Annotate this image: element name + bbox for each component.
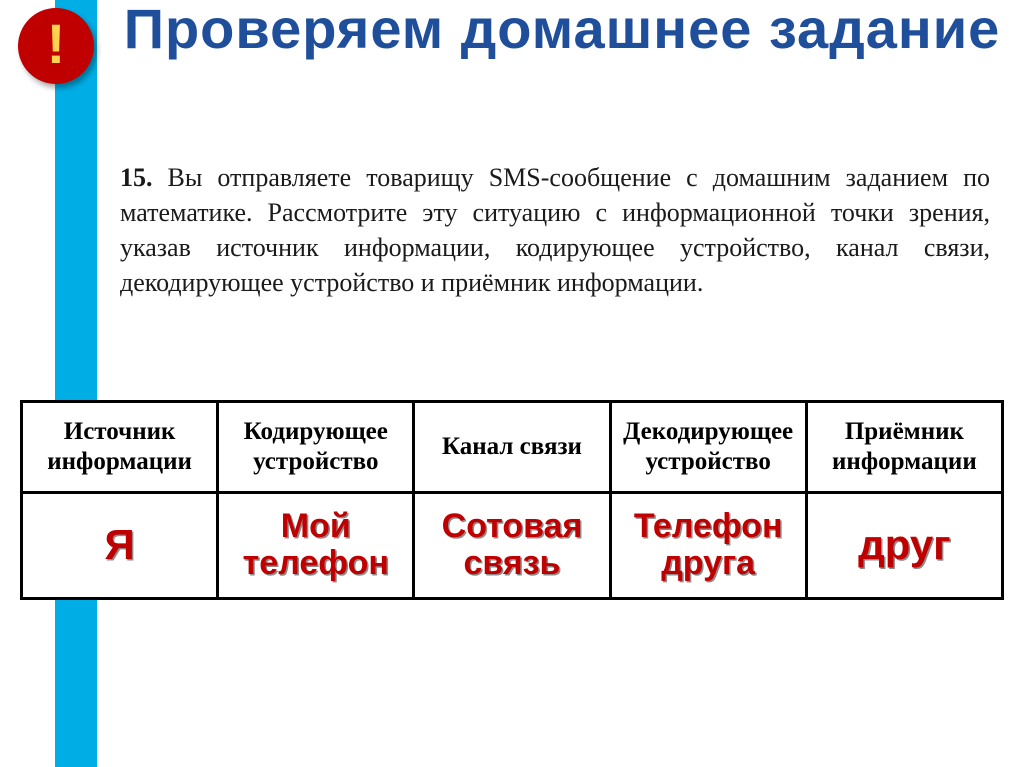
answer-decoder: Телефон друга <box>610 493 806 599</box>
side-stripe <box>55 0 97 767</box>
page-title: Проверяем домашнее задание <box>120 0 1004 59</box>
answer-source: Я <box>22 493 218 599</box>
answer-channel: Сотовая связь <box>414 493 610 599</box>
col-header-source: Источник инфор­мации <box>22 402 218 493</box>
question-number: 15. <box>120 163 153 192</box>
answer-encoder: Мой телефон <box>218 493 414 599</box>
table-answer-row: Я Мой телефон Сотовая связь Телефон друг… <box>22 493 1003 599</box>
col-header-decoder: Декоди­рующее устройство <box>610 402 806 493</box>
answer-receiver: друг <box>806 493 1002 599</box>
answer-table: Источник инфор­мации Коди­рующее устройс… <box>20 400 1004 600</box>
table-header-row: Источник инфор­мации Коди­рующее устройс… <box>22 402 1003 493</box>
alert-badge: ! <box>18 8 94 84</box>
question-block: 15. Вы отправляете товарищу SMS-сообщени… <box>120 160 990 300</box>
col-header-receiver: Приёмник инфор­мации <box>806 402 1002 493</box>
col-header-channel: Канал связи <box>414 402 610 493</box>
col-header-encoder: Коди­рующее устройство <box>218 402 414 493</box>
question-text: Вы отправляете товарищу SMS-сообщение с … <box>120 163 990 297</box>
